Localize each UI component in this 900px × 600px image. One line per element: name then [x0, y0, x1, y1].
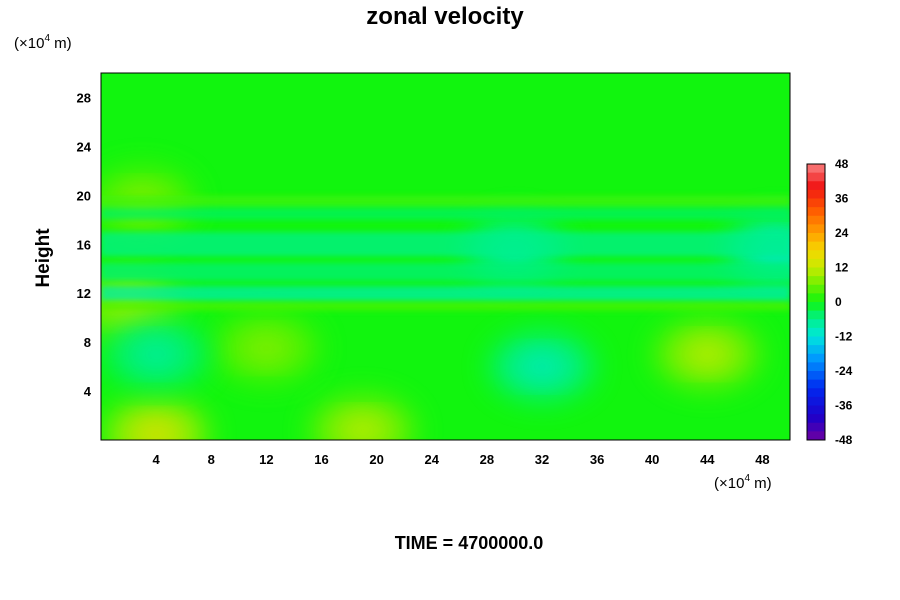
y-tick-label: 4	[84, 384, 92, 399]
colorbar-segment	[807, 379, 825, 389]
field-feature-core	[242, 334, 291, 363]
x-unit-suffix: m)	[750, 475, 772, 492]
colorbar-segment	[807, 224, 825, 234]
plot-area	[101, 73, 790, 440]
svg-text:(×104 m): (×104 m)	[714, 473, 772, 492]
colorbar-segment	[807, 302, 825, 312]
colorbar-segment	[807, 422, 825, 432]
colorbar-segment	[807, 293, 825, 303]
colorbar-frame	[806, 163, 826, 441]
y-tick-labels: 4 8 12 16 20 24 28	[77, 90, 92, 399]
colorbar-tick-label: 48	[835, 157, 849, 171]
x-tick-label: 4	[153, 452, 161, 467]
y-axis-label: Height	[33, 228, 54, 288]
colorbar-segment	[807, 189, 825, 199]
colorbar-tick-label: 36	[835, 192, 849, 206]
y-axis-unit: (×104 m)	[14, 33, 72, 52]
x-tick-label: 12	[259, 452, 273, 467]
x-tick-label: 44	[700, 452, 715, 467]
x-tick-label: 16	[314, 452, 328, 467]
x-tick-label: 24	[424, 452, 439, 467]
y-unit-prefix: (×10	[14, 35, 44, 52]
colorbar-segment	[807, 310, 825, 320]
field-band	[101, 301, 790, 311]
time-label: TIME = 4700000.0	[395, 533, 544, 553]
x-tick-label: 48	[755, 452, 769, 467]
y-tick-label: 24	[77, 139, 92, 154]
colorbar-segment	[807, 319, 825, 329]
colorbar-segment	[807, 215, 825, 225]
y-unit-suffix: m)	[50, 35, 72, 52]
x-axis-unit: (×104 m)	[714, 473, 772, 492]
x-tick-label: 28	[480, 452, 494, 467]
field-band	[101, 232, 790, 257]
colorbar-segment	[807, 172, 825, 182]
colorbar-tick-label: -12	[835, 330, 853, 344]
colorbar-tick-labels: 48 36 24 12 0 -12 -24 -36 -48	[835, 157, 853, 447]
colorbar-tick-label: -24	[835, 364, 853, 378]
field-feature-core	[132, 340, 181, 369]
colorbar-segment	[807, 353, 825, 363]
colorbar-segment	[807, 241, 825, 251]
field-feature-core	[338, 416, 387, 440]
field-feature-core	[517, 352, 566, 381]
y-tick-label: 8	[84, 335, 91, 350]
x-tick-label: 8	[208, 452, 215, 467]
colorbar-segment	[807, 431, 825, 441]
colorbar-segment	[807, 414, 825, 424]
colorbar-segment	[807, 233, 825, 243]
colorbar-segment	[807, 345, 825, 355]
x-tick-label: 40	[645, 452, 659, 467]
colorbar-tick-label: -48	[835, 433, 853, 447]
colorbar-segment	[807, 388, 825, 398]
field-band	[101, 262, 790, 281]
colorbar	[806, 163, 826, 441]
colorbar-segment	[807, 207, 825, 217]
colorbar-segment	[807, 284, 825, 294]
colorbar-segment	[807, 327, 825, 337]
y-tick-label: 20	[77, 188, 91, 203]
colorbar-segment	[807, 336, 825, 346]
x-unit-exponent: 4	[744, 473, 750, 484]
field-feature-core	[132, 419, 181, 440]
x-tick-label: 20	[369, 452, 383, 467]
colorbar-segment	[807, 258, 825, 268]
y-unit-exponent: 4	[44, 33, 50, 44]
colorbar-tick-label: 0	[835, 295, 842, 309]
colorbar-segment	[807, 371, 825, 381]
colorbar-segment	[807, 181, 825, 191]
field-feature-core	[683, 340, 732, 369]
colorbar-segment	[807, 267, 825, 277]
x-unit-prefix: (×10	[714, 475, 744, 492]
svg-text:(×104 m): (×104 m)	[14, 33, 72, 52]
colorbar-tick-label: -36	[835, 399, 853, 413]
colorbar-segment	[807, 164, 825, 174]
field-band	[101, 285, 790, 302]
colorbar-segment	[807, 362, 825, 372]
colorbar-segment	[807, 396, 825, 406]
field-band	[101, 207, 790, 220]
y-tick-label: 16	[77, 237, 91, 252]
colorbar-segment	[807, 250, 825, 260]
field-bands	[101, 195, 790, 311]
y-tick-label: 28	[77, 90, 91, 105]
x-tick-label: 36	[590, 452, 604, 467]
x-tick-label: 32	[535, 452, 549, 467]
field-band	[101, 195, 790, 208]
colorbar-segment	[807, 276, 825, 286]
colorbar-segment	[807, 198, 825, 208]
plot-frame	[100, 72, 791, 441]
colorbar-tick-label: 24	[835, 226, 849, 240]
chart-title: zonal velocity	[366, 3, 524, 30]
colorbar-tick-label: 12	[835, 261, 849, 275]
x-tick-labels: 4 8 12 16 20 24 28 32 36 40 44 48	[153, 452, 770, 467]
y-tick-label: 12	[77, 286, 91, 301]
colorbar-segment	[807, 405, 825, 415]
